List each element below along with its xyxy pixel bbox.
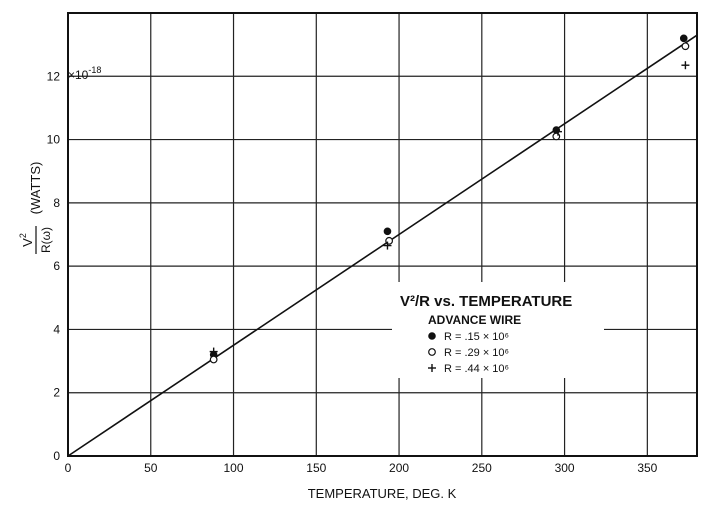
grid-layer bbox=[67, 13, 697, 456]
y-axis-unit: (WATTS) bbox=[28, 162, 43, 215]
legend-subtitle: ADVANCE WIRE bbox=[428, 313, 521, 327]
x-tick-label: 200 bbox=[389, 461, 409, 475]
data-point-series-3 bbox=[553, 127, 562, 136]
legend-entries: R = .15 × 10⁶ R = .29 × 10⁶ R = .44 × 10⁶ bbox=[428, 331, 509, 375]
y-axis-numerator: V bbox=[20, 238, 35, 247]
x-tick-label: 300 bbox=[555, 461, 575, 475]
y-tick-label: 6 bbox=[53, 259, 60, 273]
y-axis-denominator: R(ω) bbox=[39, 227, 53, 253]
y-axis-superscript: 2 bbox=[18, 233, 28, 238]
y-tick-label: 8 bbox=[53, 196, 60, 210]
y-tick-label: 10 bbox=[47, 133, 61, 147]
y-tick-label: 2 bbox=[53, 386, 60, 400]
svg-text:V2: V2 bbox=[18, 233, 35, 247]
legend-marker-2 bbox=[428, 348, 436, 356]
plot-frame bbox=[67, 12, 698, 457]
legend-title: V²/R vs. TEMPERATURE bbox=[400, 293, 572, 310]
legend-background bbox=[392, 282, 604, 378]
legend: V²/R vs. TEMPERATURE ADVANCE WIRE R = .1… bbox=[392, 282, 604, 378]
y-tick-label: 4 bbox=[53, 322, 60, 336]
data-point-series-1 bbox=[679, 34, 688, 43]
data-point-series-3 bbox=[681, 61, 690, 70]
y-tick-label: 0 bbox=[53, 449, 60, 463]
legend-entry-label: R = .29 × 10⁶ bbox=[444, 347, 509, 359]
x-tick-label: 50 bbox=[144, 461, 158, 475]
fit-line bbox=[67, 34, 698, 457]
data-point-layer bbox=[209, 34, 690, 364]
y-axis-title: V2 R(ω) (WATTS) bbox=[18, 162, 53, 254]
x-tick-label: 350 bbox=[637, 461, 657, 475]
data-point-series-1 bbox=[383, 227, 392, 236]
x-tick-label: 100 bbox=[224, 461, 244, 475]
legend-marker-1 bbox=[428, 332, 436, 340]
data-point-series-2 bbox=[209, 355, 218, 364]
legend-marker-3 bbox=[428, 364, 436, 372]
data-point-series-3 bbox=[383, 241, 392, 250]
data-point-series-3 bbox=[209, 347, 218, 356]
x-axis-title: TEMPERATURE, DEG. K bbox=[308, 486, 457, 501]
x-tick-label: 250 bbox=[472, 461, 492, 475]
legend-entry-label: R = .44 × 10⁶ bbox=[444, 363, 509, 375]
x-tick-label: 150 bbox=[306, 461, 326, 475]
tick-label-layer: 0 50 100 150 200 250 300 350 0 2 4 6 8 10 12 bbox=[47, 69, 658, 475]
data-point-series-2 bbox=[681, 42, 690, 51]
y-multiplier: ×10-18 bbox=[68, 65, 101, 82]
y-tick-label: 12 bbox=[47, 69, 61, 83]
legend-entry-label: R = .15 × 10⁶ bbox=[444, 331, 509, 343]
x-tick-label: 0 bbox=[65, 461, 72, 475]
